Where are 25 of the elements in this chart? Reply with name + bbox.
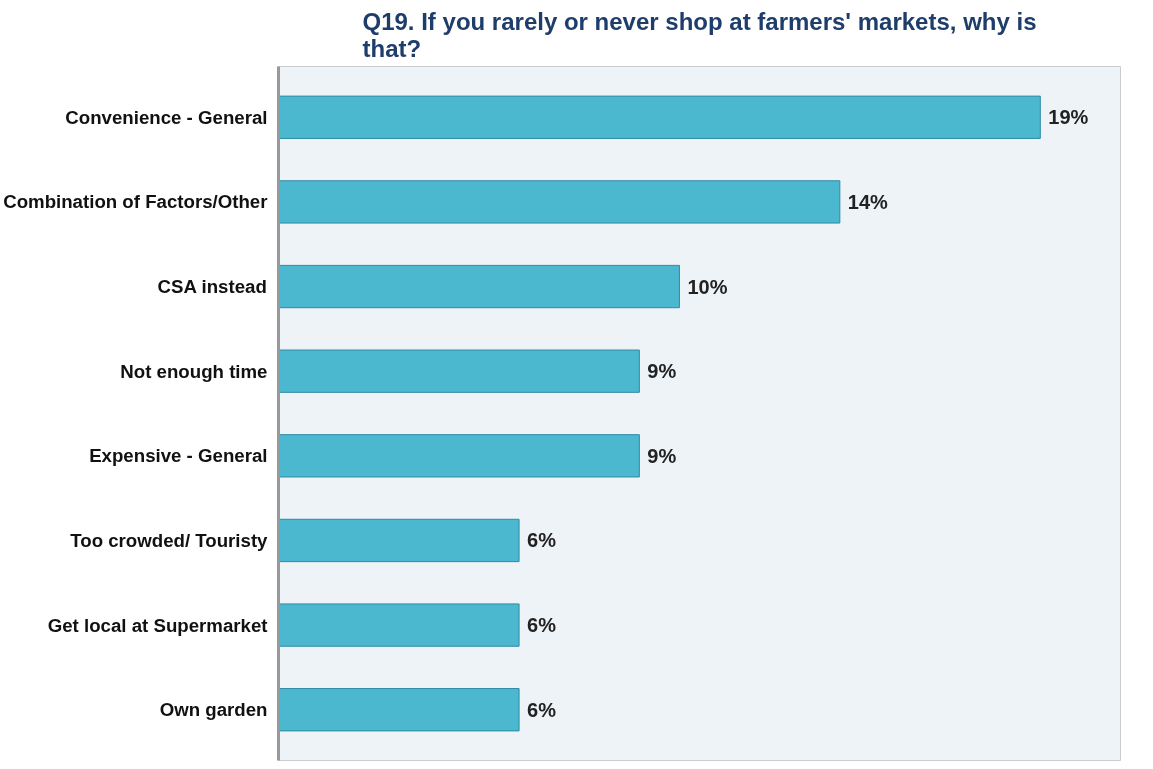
y-tick-label: Too crowded/ Touristy — [70, 529, 269, 551]
data-label: 6% — [527, 529, 557, 552]
y-tick-label: CSA instead — [157, 276, 267, 298]
bar — [278, 180, 841, 224]
y-tick-label: Own garden — [159, 699, 268, 721]
bar — [278, 434, 640, 478]
bar — [278, 95, 1041, 139]
y-tick-label: Combination of Factors/Other — [3, 191, 268, 213]
data-label: 9% — [647, 360, 677, 383]
bar — [278, 349, 640, 393]
data-label: 6% — [527, 698, 557, 721]
data-label: 19% — [1048, 106, 1089, 129]
data-label: 9% — [647, 444, 677, 467]
data-label: 6% — [527, 614, 557, 637]
bar — [278, 518, 520, 563]
y-tick-label: Convenience - General — [65, 106, 268, 128]
bar — [278, 264, 680, 309]
y-tick-label: Expensive - General — [89, 445, 268, 467]
chart-title: Q19. If you rarely or never shop at farmers' markets, why is that? — [362, 7, 1037, 62]
data-label: 10% — [687, 275, 728, 298]
y-tick-label: Get local at Supermarket — [47, 614, 268, 636]
bar — [278, 688, 520, 732]
y-tick-label: Not enough time — [120, 360, 268, 382]
data-label: 14% — [847, 190, 889, 213]
bar — [278, 603, 520, 647]
